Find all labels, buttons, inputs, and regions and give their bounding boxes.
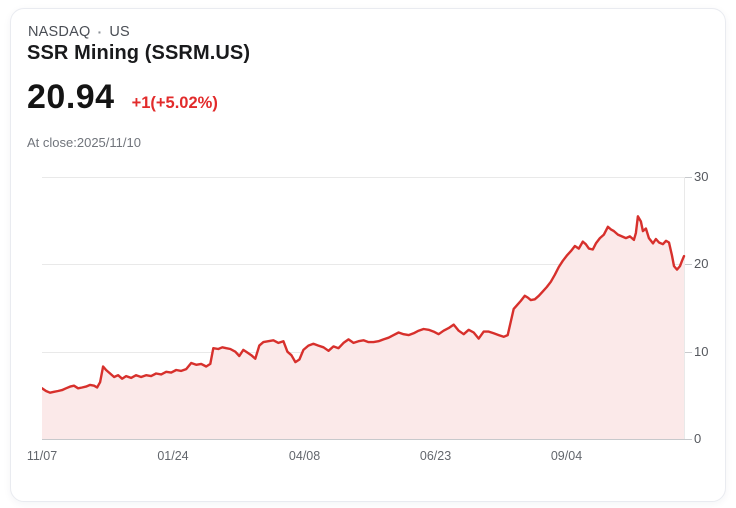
region-label: US	[109, 24, 130, 40]
close-timestamp: At close:2025/11/10	[27, 135, 141, 150]
price-line	[42, 215, 686, 394]
dot-separator-icon: ·	[97, 24, 103, 40]
stock-quote-card: NASDAQ · US SSR Mining (SSRM.US) 20.94 +…	[10, 8, 726, 502]
exchange-label: NASDAQ	[28, 24, 91, 40]
exchange-row: NASDAQ · US	[28, 24, 130, 40]
price-row: 20.94 +1(+5.02%)	[27, 80, 218, 114]
y-axis-label: 10	[694, 343, 709, 359]
x-axis-label: 01/24	[157, 449, 189, 463]
x-axis-label: 04/08	[288, 449, 321, 463]
stock-title: SSR Mining (SSRM.US)	[27, 42, 251, 64]
price-change: +1(+5.02%)	[131, 94, 218, 112]
y-axis-label: 20	[694, 256, 709, 272]
x-axis-label: 09/04	[550, 449, 583, 463]
price-value: 20.94	[27, 78, 115, 116]
price-chart-plot-area[interactable]	[42, 177, 702, 441]
x-axis-label: 11/07	[26, 449, 58, 463]
y-axis-label: 0	[694, 431, 702, 446]
y-axis-label: 30	[694, 169, 709, 184]
price-area-fill	[42, 216, 684, 439]
x-axis-label: 06/23	[419, 449, 452, 463]
